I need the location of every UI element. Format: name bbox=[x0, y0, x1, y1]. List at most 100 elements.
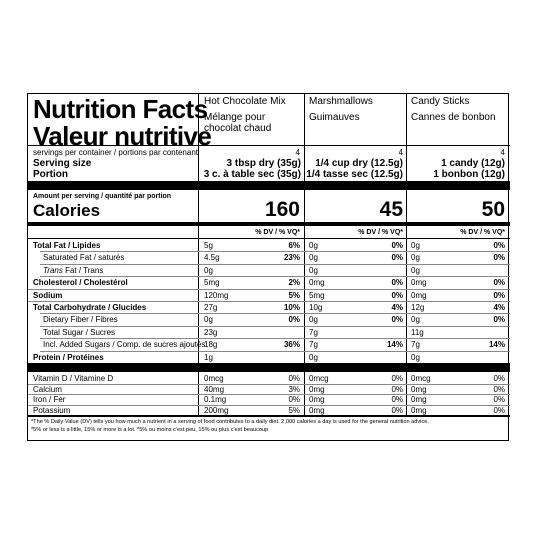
product-3-name-french: Cannes de bonbon bbox=[411, 112, 496, 123]
nutrient-label-text: Protein / Protéines bbox=[33, 352, 104, 362]
nutrient-row-divider bbox=[28, 288, 510, 290]
column-divider-2 bbox=[304, 94, 305, 415]
product-2-nutrient-amount: 7g bbox=[309, 327, 318, 337]
product-2-dv-header: % DV / % VQ* bbox=[358, 229, 403, 236]
thick-divider-bottom bbox=[28, 363, 510, 372]
nutrient-label-italic: Trans bbox=[43, 265, 63, 275]
product-1-nutrient-amount: 23g bbox=[204, 327, 218, 337]
title-english: Nutrition Facts bbox=[33, 94, 208, 124]
product-1-nutrient-amount: 5mg bbox=[204, 278, 220, 288]
product-2-vitamin-amount: 0mg bbox=[309, 405, 325, 415]
product-2-nutrient-dv: 0% bbox=[391, 253, 403, 263]
product-3-vitamin-amount: 0mg bbox=[411, 395, 427, 405]
product-1-nutrient-dv: 2% bbox=[288, 278, 300, 288]
product-2-nutrient-amount: 5mg bbox=[309, 290, 325, 300]
product-1-name-french: Mélange pour chocolat chaud bbox=[204, 112, 272, 134]
serving-size-label: Serving size bbox=[33, 158, 92, 169]
nutrient-label-text: Fat / Trans bbox=[65, 265, 104, 275]
product-1-nutrient-dv: 5% bbox=[288, 290, 300, 300]
product-1-vitamin-dv: 0% bbox=[288, 374, 300, 383]
product-1-dv-header: % DV / % VQ* bbox=[255, 229, 300, 236]
product-1-servings: 4 bbox=[295, 148, 300, 157]
nutrient-label-text: Dietary Fiber / Fibres bbox=[43, 315, 118, 325]
nutrient-label: Dietary Fiber / Fibres bbox=[43, 315, 118, 324]
nutrient-row-divider bbox=[28, 301, 510, 302]
product-3-nutrient-dv: 4% bbox=[493, 303, 505, 312]
nutrient-label-text: Total Fat / Lipides bbox=[33, 241, 101, 250]
product-3-vitamin-amount: 0mg bbox=[411, 405, 427, 415]
nutrient-label: Total Fat / Lipides bbox=[33, 241, 100, 250]
product-3-calories: 50 bbox=[481, 198, 505, 221]
nutrient-label: Sodium bbox=[33, 291, 62, 300]
product-1-vitamin-amount: 40mg bbox=[204, 384, 225, 394]
nutrient-row-divider bbox=[40, 263, 510, 265]
product-3-vitamin-amount: 0mcg bbox=[411, 374, 431, 383]
nutrient-label-text: Cholesterol / Cholestérol bbox=[33, 278, 128, 288]
nutrient-label-text: Total Sugar / Sucres bbox=[43, 327, 116, 337]
product-2-portion: 1/4 tasse sec (12.5g) bbox=[306, 169, 403, 180]
product-2-vitamin-amount: 0mcg bbox=[309, 374, 329, 383]
servings-label: servings per container / portions par co… bbox=[33, 148, 198, 157]
product-2-nutrient-dv: 0% bbox=[391, 315, 403, 325]
column-divider-3 bbox=[406, 94, 407, 415]
product-2-servings: 4 bbox=[398, 148, 403, 157]
calories-label: Calories bbox=[33, 201, 101, 220]
product-1-nutrient-amount: 1g bbox=[204, 352, 213, 362]
product-2-nutrient-dv: 14% bbox=[386, 340, 403, 350]
product-3-nutrient-amount: 0g bbox=[411, 241, 420, 250]
product-2-vitamin-amount: 0mg bbox=[309, 395, 325, 405]
table-bottom-divider bbox=[28, 415, 510, 417]
product-3-nutrient-amount: 0g bbox=[411, 352, 420, 362]
product-1-nutrient-dv: 10% bbox=[283, 303, 300, 312]
product-3-nutrient-dv: 0% bbox=[493, 315, 505, 325]
column-divider-1 bbox=[198, 94, 199, 415]
footnote-little-lot: *5% or less is a little, 15% or more is … bbox=[31, 427, 269, 433]
product-1-portion: 3 c. à table sec (35g) bbox=[203, 169, 301, 180]
product-1-vitamin-amount: 0.1mg bbox=[204, 395, 227, 405]
product-3-portion: 1 bonbon (12g) bbox=[433, 169, 505, 180]
product-3-vitamin-amount: 0mg bbox=[411, 384, 427, 394]
product-1-nutrient-amount: 120mg bbox=[204, 290, 229, 300]
product-1-name-english: Hot Chocolate Mix bbox=[204, 96, 286, 107]
product-2-nutrient-amount: 0g bbox=[309, 315, 318, 325]
product-2-vitamin-dv: 0% bbox=[391, 384, 403, 394]
medium-divider bbox=[28, 222, 510, 226]
product-2-serving-size: 1/4 cup dry (12.5g) bbox=[315, 158, 403, 169]
product-3-nutrient-amount: 0g bbox=[411, 265, 420, 275]
vitamin-label: Vitamin D / Vitamine D bbox=[33, 374, 114, 383]
nutrient-label-text: Sodium bbox=[33, 290, 63, 300]
product-3-nutrient-amount: 11g bbox=[411, 327, 424, 337]
product-3-servings: 4 bbox=[500, 148, 505, 157]
nutrient-label: Saturated Fat / saturés bbox=[43, 253, 124, 262]
product-2-nutrient-amount: 0mg bbox=[309, 278, 325, 288]
product-2-vitamin-dv: 0% bbox=[391, 405, 403, 415]
nutrient-label-text: Total Carbohydrate / Glucides bbox=[33, 303, 147, 312]
nutrient-label-text: Incl. Added Sugars / Comp. de sucres ajo… bbox=[43, 340, 206, 350]
product-3-vitamin-dv: 0% bbox=[493, 395, 505, 405]
product-3-nutrient-dv: 0% bbox=[493, 278, 505, 288]
product-3-nutrient-amount: 12g bbox=[411, 303, 425, 312]
product-2-nutrient-amount: 7g bbox=[309, 340, 318, 350]
product-2-nutrient-amount: 10g bbox=[309, 303, 323, 312]
portion-label: Portion bbox=[33, 169, 68, 180]
product-1-vitamin-dv: 5% bbox=[288, 405, 300, 415]
product-3-vitamin-dv: 0% bbox=[493, 384, 505, 394]
product-1-nutrient-amount: 4.5g bbox=[204, 253, 220, 263]
product-3-nutrient-amount: 0mg bbox=[411, 290, 427, 300]
product-1-nutrient-amount: 18g bbox=[204, 340, 218, 350]
product-2-nutrient-amount: 0g bbox=[309, 265, 318, 275]
product-1-vitamin-amount: 0mcg bbox=[204, 374, 224, 383]
product-2-vitamin-amount: 0mg bbox=[309, 384, 325, 394]
product-1-nutrient-amount: 5g bbox=[204, 241, 213, 250]
product-2-name-french: Guimauves bbox=[309, 112, 360, 123]
amount-per-serving-label: Amount per serving / quantité par portio… bbox=[33, 193, 172, 200]
nutrient-label: Trans Fat / Trans bbox=[43, 266, 103, 275]
product-1-vitamin-amount: 200mg bbox=[204, 405, 229, 415]
vitamin-label: Calcium bbox=[33, 384, 62, 394]
product-2-nutrient-dv: 0% bbox=[391, 290, 403, 300]
nutrition-facts-panel: Nutrition Facts Valeur nutritive Hot Cho… bbox=[27, 93, 510, 441]
product-2-vitamin-dv: 0% bbox=[391, 395, 403, 405]
product-2-nutrient-dv: 0% bbox=[391, 241, 403, 250]
product-1-serving-size: 3 tbsp dry (35g) bbox=[226, 158, 301, 169]
nutrient-row-divider bbox=[40, 338, 510, 340]
